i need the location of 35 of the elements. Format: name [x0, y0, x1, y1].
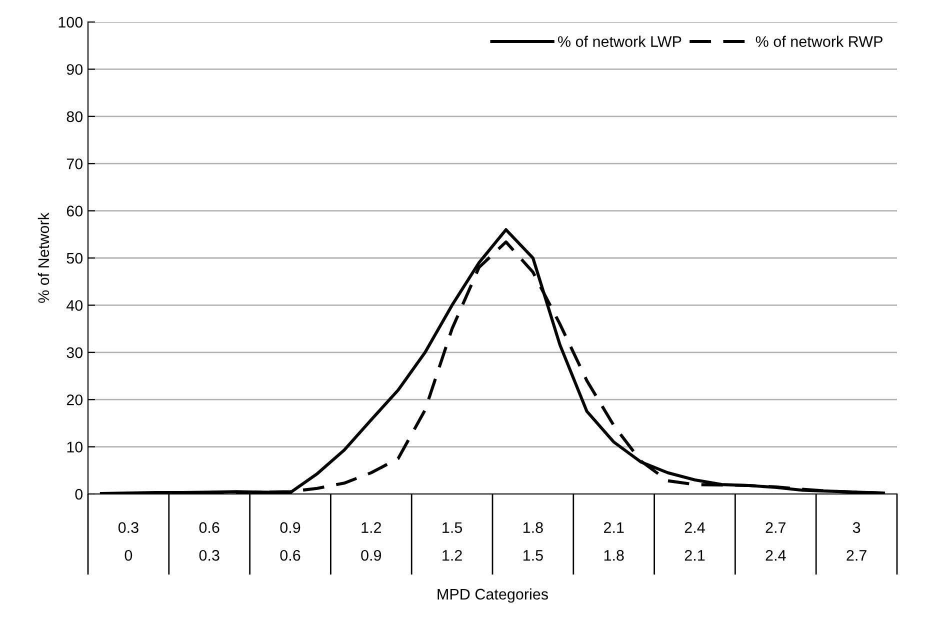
text: 0.3 — [199, 550, 220, 561]
legend-label: % of network LWP — [558, 36, 682, 47]
text: 0 — [124, 550, 132, 561]
x-tick-label: 1.2 — [362, 522, 382, 533]
x-tick-label: 2.7 — [766, 522, 786, 533]
y-tick-label: 100 — [58, 16, 83, 28]
y-tick-label: 20 — [66, 394, 83, 406]
y-tick-label: 70 — [66, 158, 83, 170]
legend-label: % of network RWP — [756, 36, 882, 47]
y-tick-label: 90 — [66, 64, 83, 75]
y-tick-label: 80 — [66, 111, 83, 122]
x-tick-label: 1.8 — [523, 522, 543, 533]
y-tick-label: 50 — [66, 252, 83, 264]
text: 0.9 — [361, 550, 382, 561]
x-tick-label: 2.1 — [604, 522, 624, 533]
text: 2.4 — [766, 550, 786, 561]
text: 2.1 — [684, 550, 705, 561]
x-tick-label: 2.4 — [684, 522, 705, 533]
y-axis-title: % of Network — [38, 212, 50, 303]
x-tick-label: 0.6 — [199, 522, 220, 533]
x-axis-title: MPD Categories — [438, 588, 548, 603]
y-tick-label: 10 — [67, 442, 83, 452]
text: 1.2 — [442, 550, 462, 561]
text: 1.5 — [523, 550, 543, 561]
text: 2.7 — [846, 550, 866, 561]
text: 1.8 — [604, 550, 624, 561]
text: 0.6 — [280, 550, 300, 561]
x-tick-label: 3 — [852, 522, 860, 533]
x-tick-label: 0.9 — [280, 522, 300, 533]
x-tick-label: 0.3 — [118, 522, 138, 533]
y-tick-label: 0 — [75, 488, 83, 500]
y-tick-label: 30 — [66, 347, 83, 358]
y-tick-label: 40 — [66, 300, 83, 311]
x-tick-label: 1.5 — [442, 522, 462, 533]
y-tick-label: 60 — [66, 206, 83, 216]
